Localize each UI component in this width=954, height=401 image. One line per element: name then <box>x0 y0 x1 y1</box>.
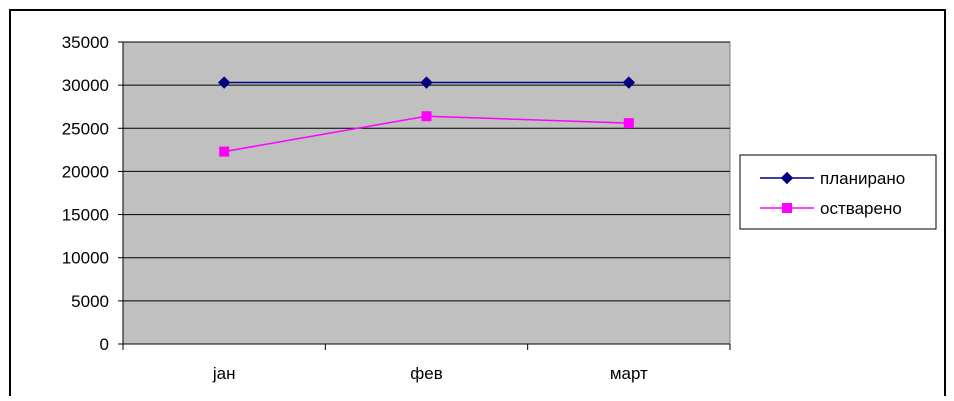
legend-box <box>739 154 937 230</box>
legend-item: остварено <box>760 199 902 218</box>
data-point <box>421 111 432 122</box>
data-point <box>217 76 231 89</box>
legend-marker <box>782 203 792 213</box>
y-tick-label: 30000 <box>62 76 109 95</box>
x-tick-label: март <box>610 364 648 383</box>
y-tick-label: 25000 <box>62 119 109 138</box>
y-tick-label: 20000 <box>62 162 109 181</box>
y-tick-label: 10000 <box>62 249 109 268</box>
y-tick-label: 0 <box>100 335 109 354</box>
x-tick-label: јан <box>212 364 236 383</box>
y-tick-label: 15000 <box>62 206 109 225</box>
legend: планирано остварено <box>739 154 937 230</box>
legend-label: планирано <box>820 169 905 188</box>
legend-item: планирано <box>760 169 905 188</box>
data-point <box>420 76 433 89</box>
y-tick-label: 5000 <box>71 292 109 311</box>
legend-marker <box>780 171 794 185</box>
plot-area <box>122 41 731 345</box>
series-1 <box>217 76 636 89</box>
data-point <box>219 146 230 157</box>
data-point <box>623 118 634 129</box>
y-tick-label: 35000 <box>62 33 109 52</box>
legend-label: остварено <box>820 199 902 218</box>
x-tick-label: фев <box>410 364 442 383</box>
data-point <box>622 76 636 89</box>
series-2 <box>219 111 634 157</box>
